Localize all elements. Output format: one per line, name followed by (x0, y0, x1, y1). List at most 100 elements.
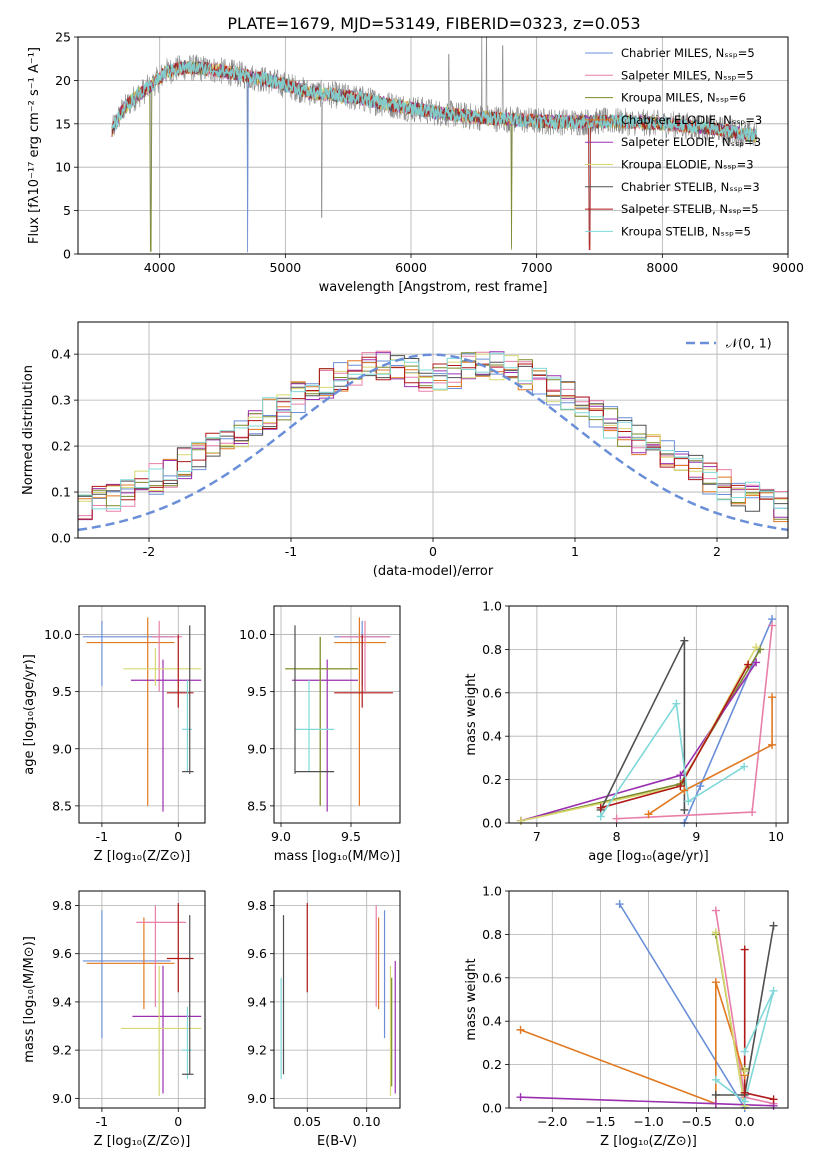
x-tick-label: −2.0 (537, 1114, 567, 1129)
x-tick-label: 8000 (646, 260, 678, 275)
weight-marker-salpeter_stelib (769, 1095, 778, 1104)
weight-marker-chabrier_stelib (711, 1090, 720, 1099)
x-axis-label: Z [log₁₀(Z/Z⊙)] (94, 849, 191, 864)
axes-frame (77, 321, 789, 539)
weight-marker-kroupa_elodie (752, 643, 761, 652)
legend-label-salpeter_miles: Salpeter MILES, Nₛₛₚ=5 (621, 68, 754, 82)
x-tick-label: 7000 (521, 260, 553, 275)
weight-marker-kroupa_elodie (711, 928, 720, 937)
x-tick-label: 0 (429, 544, 437, 559)
x-tick-label: 6000 (395, 260, 427, 275)
x-tick-label: 9.5 (341, 829, 361, 844)
y-tick-label: 0.0 (482, 1101, 502, 1116)
x-tick-label: 0.0 (735, 1114, 755, 1129)
y-tick-label: 0.4 (51, 347, 71, 362)
x-tick-label: 0.05 (293, 1114, 321, 1129)
axes-frame (508, 605, 789, 824)
y-tick-label: 0.3 (51, 393, 71, 408)
panel-spectrum: 4000 5000 6000 7000 8000 9000 0 5 10 15 20 25 wavele… (27, 30, 804, 296)
x-axis-label: (data-model)/error (373, 564, 494, 579)
x-tick-label: −1.0 (633, 1114, 663, 1129)
normal-curve (78, 353, 788, 532)
weight-line-kroupa_stelib (600, 701, 745, 817)
y-tick-label: 10.0 (44, 627, 72, 642)
x-tick-label: 0 (174, 829, 182, 844)
weight-line-salpeter_stelib (743, 949, 774, 1101)
x-tick-label: 9 (692, 829, 700, 844)
y-tick-label: 0.6 (482, 970, 502, 985)
legend-normal-label: 𝒩(0, 1) (726, 336, 772, 351)
y-tick-label: 0.1 (51, 485, 71, 500)
y-tick-label: 9.4 (52, 994, 72, 1009)
y-tick-label: 1.0 (482, 599, 502, 614)
weight-marker-salpeter_miles (768, 621, 777, 630)
plot-area (82, 903, 202, 1096)
legend-label-chabrier_stelib: Chabrier STELIB, Nₛₛₚ=3 (621, 180, 760, 194)
axes-frame (508, 890, 789, 1109)
weight-marker-kroupa_elodie (516, 816, 525, 825)
y-tick-label: 5 (63, 203, 71, 218)
y-axis-label: mass [log₁₀(M/M⊙)] (22, 936, 37, 1063)
weight-marker-salpeter_stelib (596, 803, 605, 812)
weight-marker-chabrier_miles (615, 900, 624, 909)
x-tick-label: 8 (613, 829, 621, 844)
weight-marker-chabrier_stelib (680, 805, 689, 814)
panel-weight_vs_Z: −2.0 −1.5 −1.0 −0.5 0.0 0.0 0.2 0.4 0.6 0.8 1.0 Z [… (464, 884, 789, 1149)
weight-marker-kroupa_stelib (740, 762, 749, 771)
y-tick-label: 9.6 (247, 946, 267, 961)
y-tick-label: 0.2 (482, 772, 502, 787)
weight-marker-salpeter_miles (711, 906, 720, 915)
y-tick-label: 0.2 (51, 439, 71, 454)
weight-marker-salpeter_stelib (740, 945, 749, 954)
legend-label-kroupa_elodie: Kroupa ELODIE, Nₛₛₚ=3 (621, 158, 754, 172)
y-tick-label: 10.0 (239, 627, 267, 642)
y-axis-label: age [log₁₀(age/yr)] (22, 654, 37, 775)
plot-area (111, 37, 758, 253)
y-tick-label: 9.4 (247, 994, 267, 1009)
x-tick-label: 9.0 (271, 829, 291, 844)
weight-marker-kroupa_stelib (684, 797, 693, 806)
x-tick-label: -1 (96, 829, 108, 844)
x-tick-label: 0.10 (353, 1114, 381, 1129)
y-axis-label: mass weight (464, 673, 479, 755)
x-tick-label: 7 (533, 829, 541, 844)
y-tick-label: 8.5 (52, 798, 72, 813)
x-axis-label: age [log₁₀(age/yr)] (588, 849, 709, 864)
panel-mass_vs_ebv: 0.05 0.10 9.0 9.2 9.4 9.6 9.8 E(B-V) (247, 890, 401, 1149)
weight-marker-kroupa_stelib (740, 1097, 749, 1106)
weight-marker-kroupa_stelib (596, 812, 605, 821)
weight-marker-chabrier_elodie (516, 1025, 525, 1034)
panel-age_vs_mass: 9.0 9.5 8.5 9.0 9.5 10.0 mass [log₁₀(M/M⊙)] (239, 605, 401, 864)
weight-line-salpeter_elodie (520, 1096, 774, 1107)
figure-title: PLATE=1679, MJD=53149, FIBERID=0323, z=0… (227, 14, 640, 33)
panel-age_vs_Z: -1 0 8.5 9.0 9.5 10.0 Z [log₁₀(Z/Z⊙)] age [log₁… (22, 605, 206, 864)
grid (79, 891, 205, 1108)
x-axis-label: Z [log₁₀(Z/Z⊙)] (600, 1134, 697, 1149)
grid (78, 322, 788, 539)
y-tick-label: 10 (55, 160, 71, 175)
axes-frame (77, 36, 789, 255)
y-tick-label: 20 (55, 73, 71, 88)
grid (274, 891, 400, 1108)
weight-line-kroupa_stelib (715, 990, 775, 1103)
x-tick-label: 0 (174, 1114, 182, 1129)
weight-marker-salpeter_miles (612, 814, 621, 823)
plot-area (280, 903, 396, 1096)
x-axis-label: Z [log₁₀(Z/Z⊙)] (94, 1134, 191, 1149)
weight-marker-chabrier_stelib (769, 921, 778, 930)
y-tick-label: 8.5 (247, 798, 267, 813)
panel-residual_hist: -2 -1 0 1 2 0.0 0.1 0.2 0.3 0.4 (data-model)/error… (21, 321, 789, 579)
y-tick-label: 0.0 (51, 531, 71, 546)
axes-frame (273, 890, 401, 1109)
weight-marker-salpeter_miles (748, 808, 757, 817)
plot-area (285, 617, 393, 812)
y-tick-label: 9.2 (247, 1043, 267, 1058)
weight-marker-chabrier_elodie (644, 810, 653, 819)
x-tick-label: -1 (96, 1114, 108, 1129)
y-tick-label: 0.6 (482, 685, 502, 700)
axes-frame (78, 890, 206, 1109)
y-tick-label: 9.5 (52, 684, 72, 699)
x-axis-label: E(B-V) (317, 1134, 357, 1149)
legend-label-salpeter_stelib: Salpeter STELIB, Nₛₛₚ=5 (621, 202, 759, 216)
x-tick-label: 4000 (144, 260, 176, 275)
